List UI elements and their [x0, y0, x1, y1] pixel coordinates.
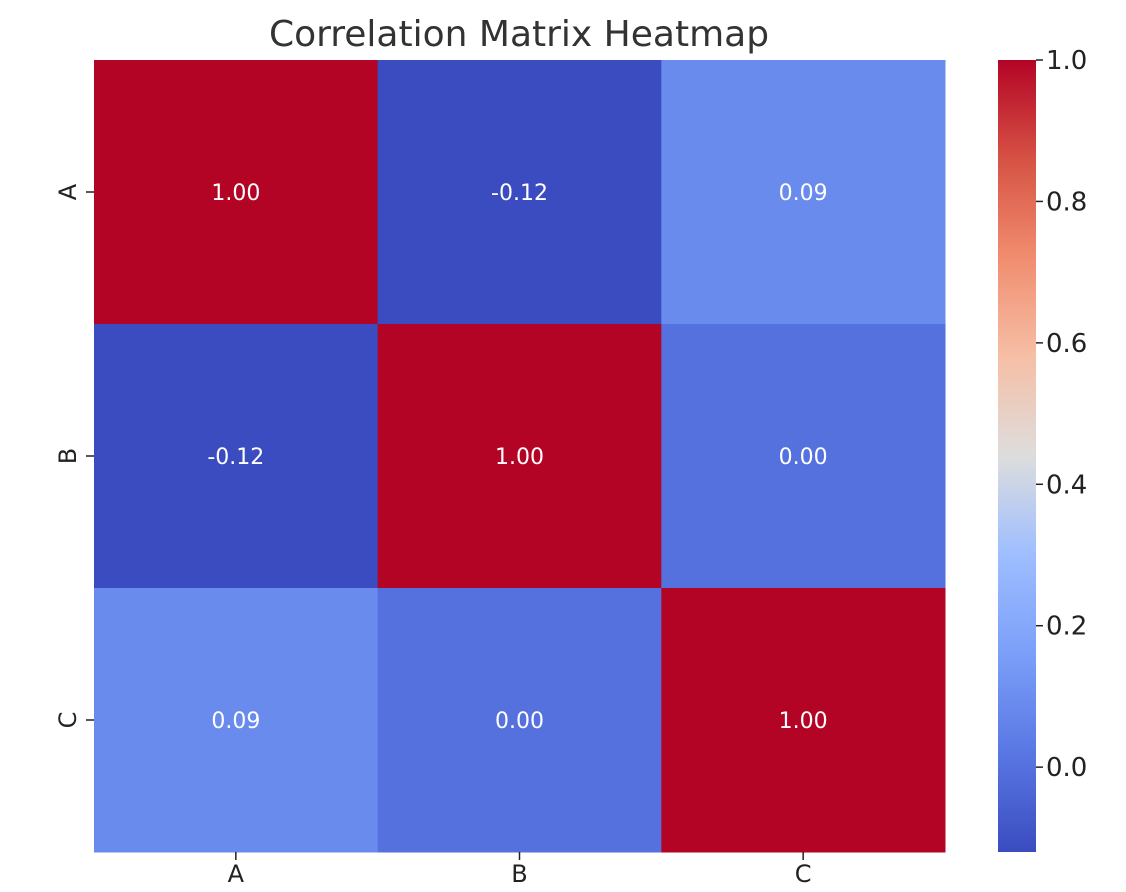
colorbar-tick-label: 0.4 — [1046, 470, 1087, 500]
y-axis: A B C — [54, 183, 94, 728]
colorbar — [998, 60, 1036, 852]
heatmap-cell — [661, 60, 946, 325]
heatmap-cell — [661, 588, 946, 853]
heatmap-cell — [94, 588, 379, 853]
colorbar-tick-label: 0.6 — [1046, 329, 1087, 359]
y-axis-tick-label: C — [54, 712, 82, 729]
heatmap-cell-labels: 1.00 -0.12 0.09 -0.12 1.00 0.00 0.09 0.00 1.00 — [207, 181, 827, 734]
y-axis-tick-label: A — [54, 183, 82, 200]
heatmap-cell-label: 0.09 — [211, 709, 260, 734]
heatmap-cell-label: 0.09 — [779, 181, 828, 206]
heatmap-cell — [377, 60, 662, 325]
x-axis-tick-label: B — [511, 860, 527, 888]
heatmap-cell — [94, 324, 379, 589]
heatmap-cell-label: 0.00 — [779, 445, 828, 470]
heatmap-cell-label: -0.12 — [491, 181, 548, 206]
chart-title: Correlation Matrix Heatmap — [269, 14, 769, 55]
heatmap-cell — [377, 324, 662, 589]
heatmap-cell-label: 0.00 — [495, 709, 544, 734]
heatmap-cell-label: 1.00 — [211, 181, 260, 206]
x-axis-tick-label: A — [228, 860, 245, 888]
heatmap-cell — [661, 324, 946, 589]
x-axis: A B C — [228, 852, 812, 888]
y-axis-tick-label: B — [54, 448, 82, 464]
x-axis-tick-label: C — [795, 860, 812, 888]
heatmap-cells — [94, 60, 946, 853]
colorbar-tick-label: 0.0 — [1046, 753, 1087, 783]
heatmap-cell-label: -0.12 — [207, 445, 264, 470]
heatmap-cell-label: 1.00 — [779, 709, 828, 734]
heatmap-cell — [94, 60, 379, 325]
heatmap-cell-label: 1.00 — [495, 445, 544, 470]
colorbar-ticks: 0.0 0.2 0.4 0.6 0.8 1.0 — [1036, 46, 1087, 783]
colorbar-tick-label: 0.2 — [1046, 612, 1087, 642]
heatmap-cell — [377, 588, 662, 853]
colorbar-tick-label: 1.0 — [1046, 46, 1087, 76]
colorbar-tick-label: 0.8 — [1046, 187, 1087, 217]
